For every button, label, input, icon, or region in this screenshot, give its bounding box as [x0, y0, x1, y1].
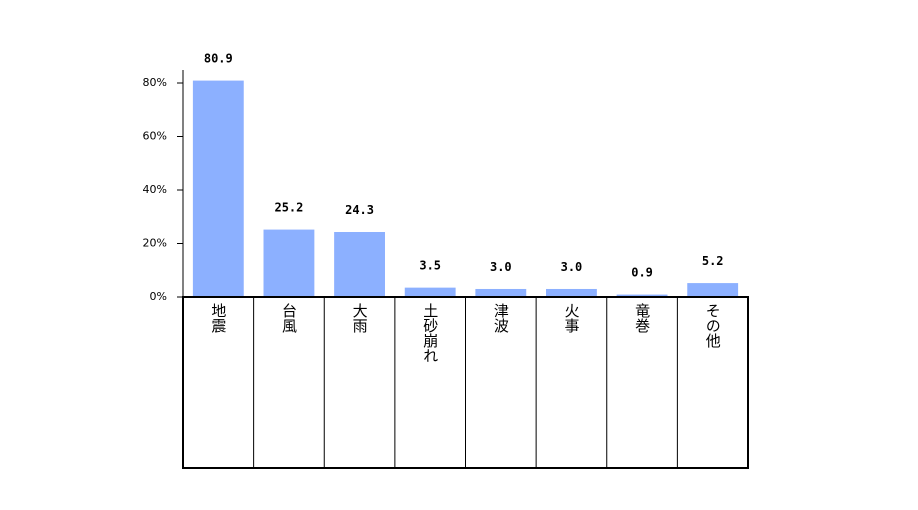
bar — [263, 229, 315, 297]
x-tick-label: 火事 — [562, 303, 580, 333]
y-tick-label: 40% — [143, 183, 167, 196]
x-tick-label: 大雨 — [351, 303, 369, 334]
bar — [334, 231, 385, 297]
y-tick-label: 80% — [143, 76, 167, 89]
x-tick-label: 竜巻 — [633, 303, 651, 333]
category-table — [182, 296, 749, 469]
x-tick-label: 土砂崩れ — [421, 303, 439, 363]
value-label: 3.5 — [419, 259, 441, 273]
value-label: 3.0 — [561, 260, 583, 274]
x-tick-label: 津波 — [492, 303, 510, 333]
value-label: 5.2 — [702, 254, 724, 268]
bar — [192, 80, 244, 297]
y-tick-label: 20% — [143, 237, 167, 250]
x-tick-label: 台風 — [280, 303, 298, 334]
bar — [475, 288, 527, 297]
x-tick-label: その他 — [704, 303, 722, 349]
value-label: 80.9 — [204, 52, 233, 66]
bar — [546, 288, 597, 297]
value-label: 25.2 — [274, 201, 303, 215]
value-label: 24.3 — [345, 203, 374, 217]
bar — [404, 287, 456, 297]
bar — [616, 294, 668, 297]
bar — [687, 283, 739, 297]
y-tick-label: 60% — [143, 130, 167, 143]
y-tick-label: 0% — [150, 290, 167, 303]
value-label: 3.0 — [490, 260, 512, 274]
value-label: 0.9 — [631, 266, 653, 280]
x-tick-label: 地震 — [209, 303, 227, 333]
